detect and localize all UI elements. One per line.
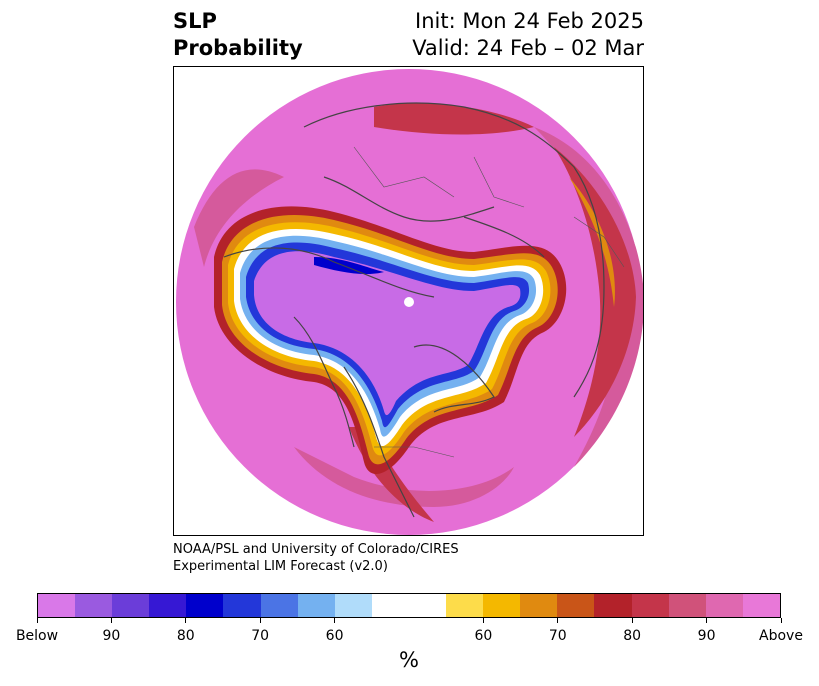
colorbar-tick-mark xyxy=(36,618,38,623)
title-left: SLP Probability xyxy=(173,8,303,62)
credit-text: NOAA/PSL and University of Colorado/CIRE… xyxy=(173,541,459,575)
title-product: Probability xyxy=(173,36,303,60)
title-init: Init: Mon 24 Feb 2025 xyxy=(415,9,644,33)
colorbar-swatch xyxy=(149,594,187,617)
colorbar-tick-label: Above xyxy=(759,628,803,644)
orange-band-east xyxy=(569,177,615,307)
red-band-east xyxy=(554,147,636,437)
colorbar-tick-mark xyxy=(631,618,633,623)
colorbar-swatch xyxy=(223,594,261,617)
colorbar-tick-mark xyxy=(110,618,112,623)
colorbar-tick-label: 70 xyxy=(548,628,567,644)
colorbar-swatch xyxy=(112,594,150,617)
pole-marker xyxy=(404,297,414,307)
colorbar-swatch xyxy=(371,594,409,617)
colorbar-swatch xyxy=(75,594,113,617)
colorbar-tick-mark xyxy=(259,618,261,623)
colorbar-swatch xyxy=(260,594,298,617)
colorbar-swatch xyxy=(446,594,484,617)
colorbar-unit-label: % xyxy=(399,648,419,672)
colorbar-tick-label: 80 xyxy=(623,628,642,644)
colorbar-swatch xyxy=(408,594,447,617)
colorbar-tick-mark xyxy=(334,618,336,623)
map-panel xyxy=(173,66,644,536)
colorbar-tick-label: Below xyxy=(15,628,59,644)
colorbar-tick-mark xyxy=(780,618,782,623)
darkred-north xyxy=(374,103,534,135)
colorbar-swatch xyxy=(705,594,743,617)
colorbar-tick-label: 70 xyxy=(251,628,270,644)
title-variable: SLP xyxy=(173,9,217,33)
colorbar-swatch xyxy=(186,594,224,617)
title-valid: Valid: 24 Feb – 02 Mar xyxy=(412,36,644,60)
colorbar-swatch xyxy=(594,594,632,617)
colorbar-swatch xyxy=(483,594,521,617)
below-core xyxy=(254,251,521,416)
colorbar-tick-mark xyxy=(185,618,187,623)
pink-band-east xyxy=(534,127,643,467)
title-right: Init: Mon 24 Feb 2025 Valid: 24 Feb – 02… xyxy=(412,8,644,62)
coastlines xyxy=(223,102,605,518)
colorbar-swatch xyxy=(742,594,780,617)
colorbar-swatch xyxy=(520,594,558,617)
credit-line-1: NOAA/PSL and University of Colorado/CIRE… xyxy=(173,542,459,557)
colorbar-tick-label: 90 xyxy=(102,628,121,644)
colorbar-tick-label: 80 xyxy=(176,628,195,644)
colorbar xyxy=(37,593,781,618)
colorbar-tick-label: 60 xyxy=(474,628,493,644)
colorbar-tick-mark xyxy=(482,618,484,623)
pink-band-west xyxy=(194,169,284,267)
colorbar-tick-mark xyxy=(557,618,559,623)
colorbar-swatch xyxy=(297,594,335,617)
pink-band-south xyxy=(294,447,514,507)
colorbar-tick-label: 60 xyxy=(325,628,344,644)
colorbar-tick-mark xyxy=(706,618,708,623)
colorbar-swatch xyxy=(557,594,595,617)
colorbar-tick-label: 90 xyxy=(697,628,716,644)
colorbar-swatch xyxy=(631,594,669,617)
polar-map xyxy=(176,69,643,535)
borders xyxy=(353,146,625,458)
credit-line-2: Experimental LIM Forecast (v2.0) xyxy=(173,559,388,574)
colorbar-swatch xyxy=(668,594,706,617)
colorbar-swatch xyxy=(334,594,372,617)
colorbar-swatch xyxy=(38,594,76,617)
